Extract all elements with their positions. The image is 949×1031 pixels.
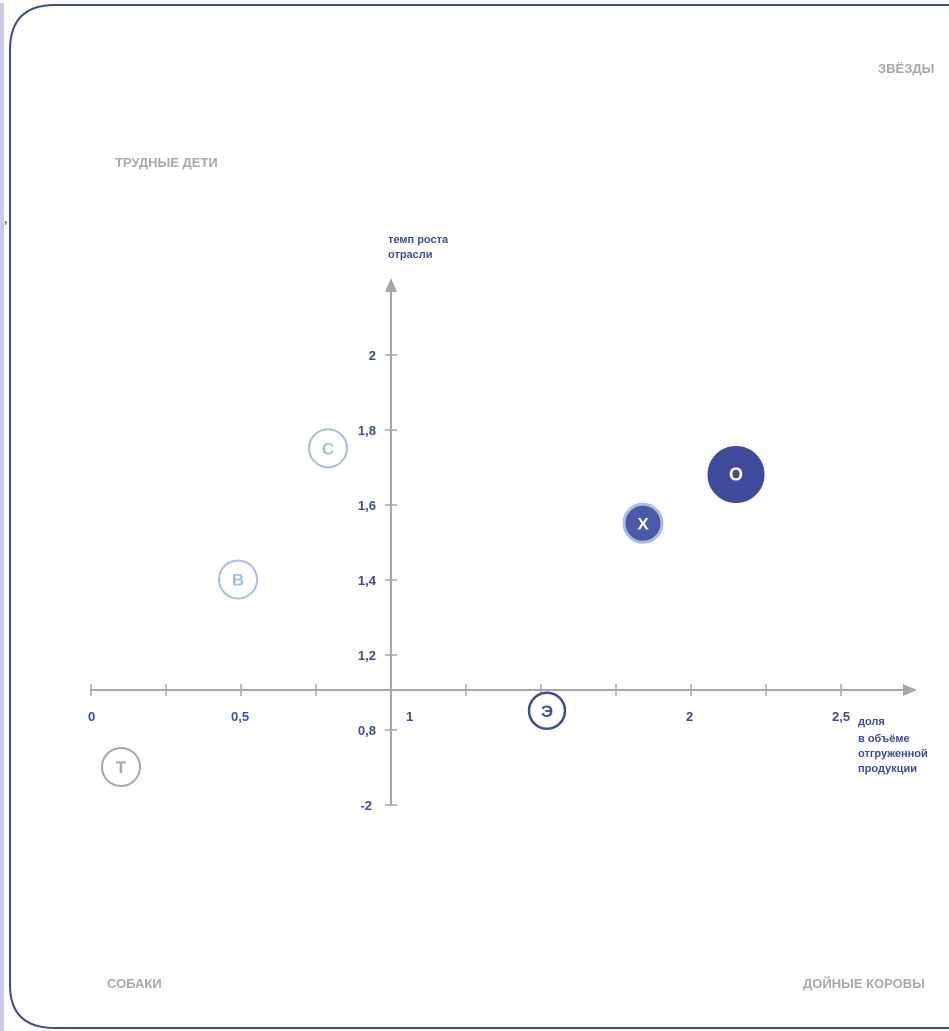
x-axis-title-line: доля bbox=[858, 716, 885, 728]
data-point-label: Х bbox=[637, 514, 649, 533]
y-tick-label: -2 bbox=[360, 798, 372, 813]
quadrant-label-top-right: ЗВЁЗДЫ bbox=[878, 61, 934, 76]
data-points: Т В С Э Х О bbox=[101, 428, 765, 787]
data-point-label: С bbox=[322, 439, 334, 458]
data-point-marker bbox=[707, 446, 765, 503]
y-tick-label: 1,4 bbox=[358, 573, 377, 588]
y-tick-marks bbox=[385, 354, 397, 806]
y-tick-label: 1,6 bbox=[358, 498, 376, 513]
y-axis-title-line: темп роста bbox=[388, 234, 449, 246]
data-point-marker bbox=[218, 559, 258, 600]
data-point-marker bbox=[308, 428, 348, 469]
data-point-label: Т bbox=[116, 758, 127, 777]
data-point-label: В bbox=[232, 571, 244, 590]
x-tick-label: 2,5 bbox=[832, 709, 850, 724]
data-point-marker bbox=[622, 502, 664, 544]
x-tick-label: 0,5 bbox=[231, 709, 249, 724]
x-axis-title-line: в объёме bbox=[858, 733, 910, 745]
data-point-label: Э bbox=[541, 702, 553, 721]
data-point-marker bbox=[101, 747, 141, 787]
quadrant-label-bottom-left: СОБАКИ bbox=[107, 976, 162, 991]
y-tick-label: 1,2 bbox=[358, 648, 376, 663]
x-tick-marks bbox=[90, 684, 842, 696]
y-tick-label: 1,8 bbox=[358, 423, 376, 438]
y-tick-label: 0,8 bbox=[358, 723, 376, 738]
x-tick-label: 0 bbox=[88, 709, 95, 724]
y-tick-label: 2 bbox=[369, 348, 376, 363]
data-point-marker bbox=[527, 691, 567, 730]
quadrant-label-top-left: ТРУДНЫЕ ДЕТИ bbox=[115, 155, 218, 170]
x-axis-title-line: продукции bbox=[858, 763, 917, 775]
y-axis-title-line: отрасли bbox=[388, 249, 433, 261]
quadrant-label-bottom-right: ДОЙНЫЕ КОРОВЫ bbox=[803, 976, 925, 991]
x-axis-title-line: отгруженной bbox=[858, 748, 928, 760]
data-point-label: О bbox=[729, 465, 743, 485]
x-tick-label: 2 bbox=[686, 709, 693, 724]
svg-text:,: , bbox=[4, 212, 7, 226]
x-tick-label: 1 bbox=[406, 709, 413, 724]
